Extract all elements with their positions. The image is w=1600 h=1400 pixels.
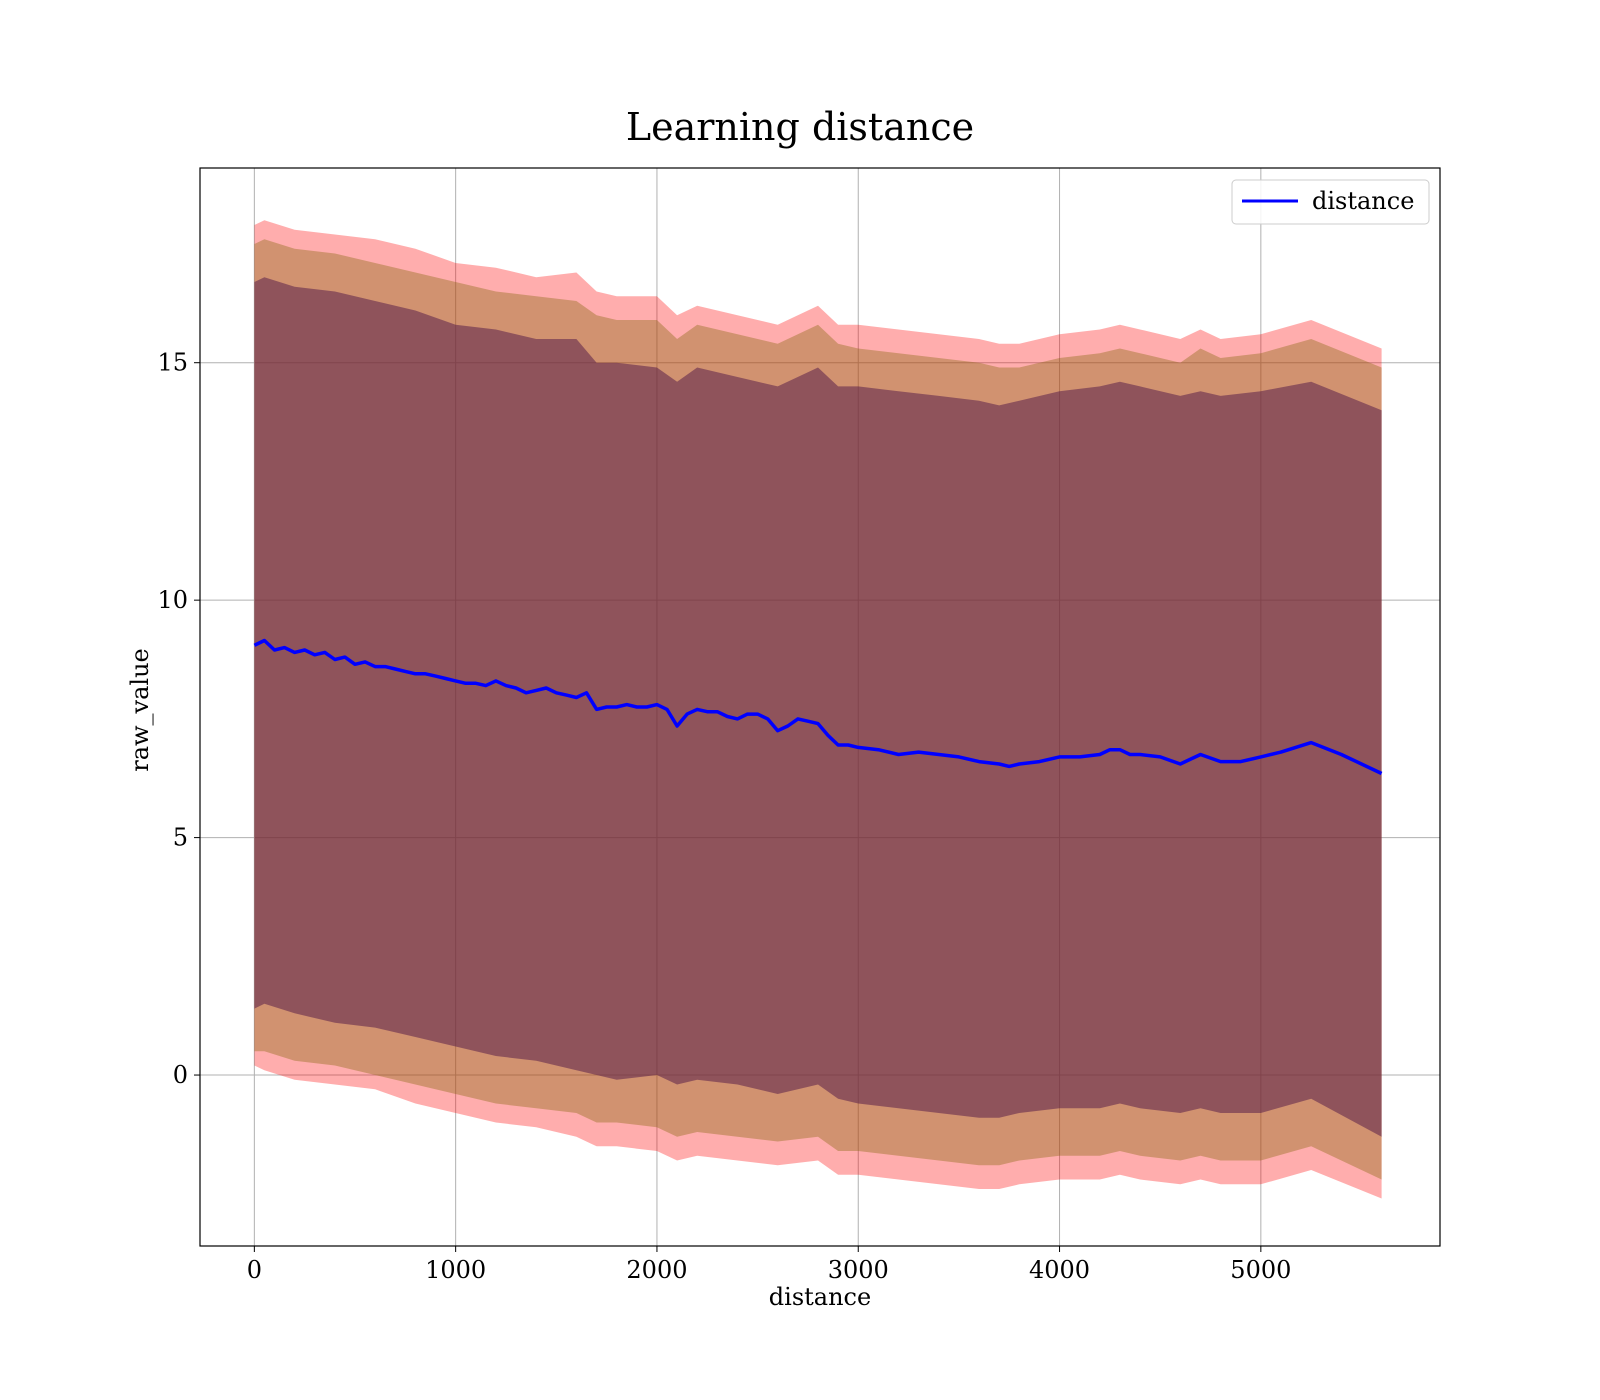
y-axis-label: raw_value xyxy=(126,648,154,772)
y-axis-ticks: 0 5 10 15 xyxy=(157,349,200,1089)
series-line-distance xyxy=(253,638,1383,776)
confidence-bands xyxy=(254,220,1382,1199)
legend-label: distance xyxy=(1312,187,1414,215)
plot-frame xyxy=(199,167,1441,1247)
legend-box xyxy=(1231,179,1430,225)
y-tick-label: 5 xyxy=(173,824,188,852)
band-inner xyxy=(254,277,1382,1137)
x-tick-label: 1000 xyxy=(425,1256,486,1284)
series-layer xyxy=(253,638,1383,776)
y-tick-label: 10 xyxy=(157,586,188,614)
chart-title: Learning distance xyxy=(626,105,974,149)
x-tick-label: 3000 xyxy=(828,1256,889,1284)
x-axis-label: distance xyxy=(769,1283,871,1311)
x-axis-ticks: 0 1000 2000 3000 4000 5000 xyxy=(247,1246,1291,1284)
y-tick-label: 0 xyxy=(173,1061,188,1089)
x-tick-label: 2000 xyxy=(626,1256,687,1284)
x-tick-label: 0 xyxy=(247,1256,262,1284)
y-tick-label: 15 xyxy=(157,349,188,377)
x-tick-label: 5000 xyxy=(1230,1256,1291,1284)
legend: distance xyxy=(1231,179,1430,225)
x-tick-label: 4000 xyxy=(1029,1256,1090,1284)
